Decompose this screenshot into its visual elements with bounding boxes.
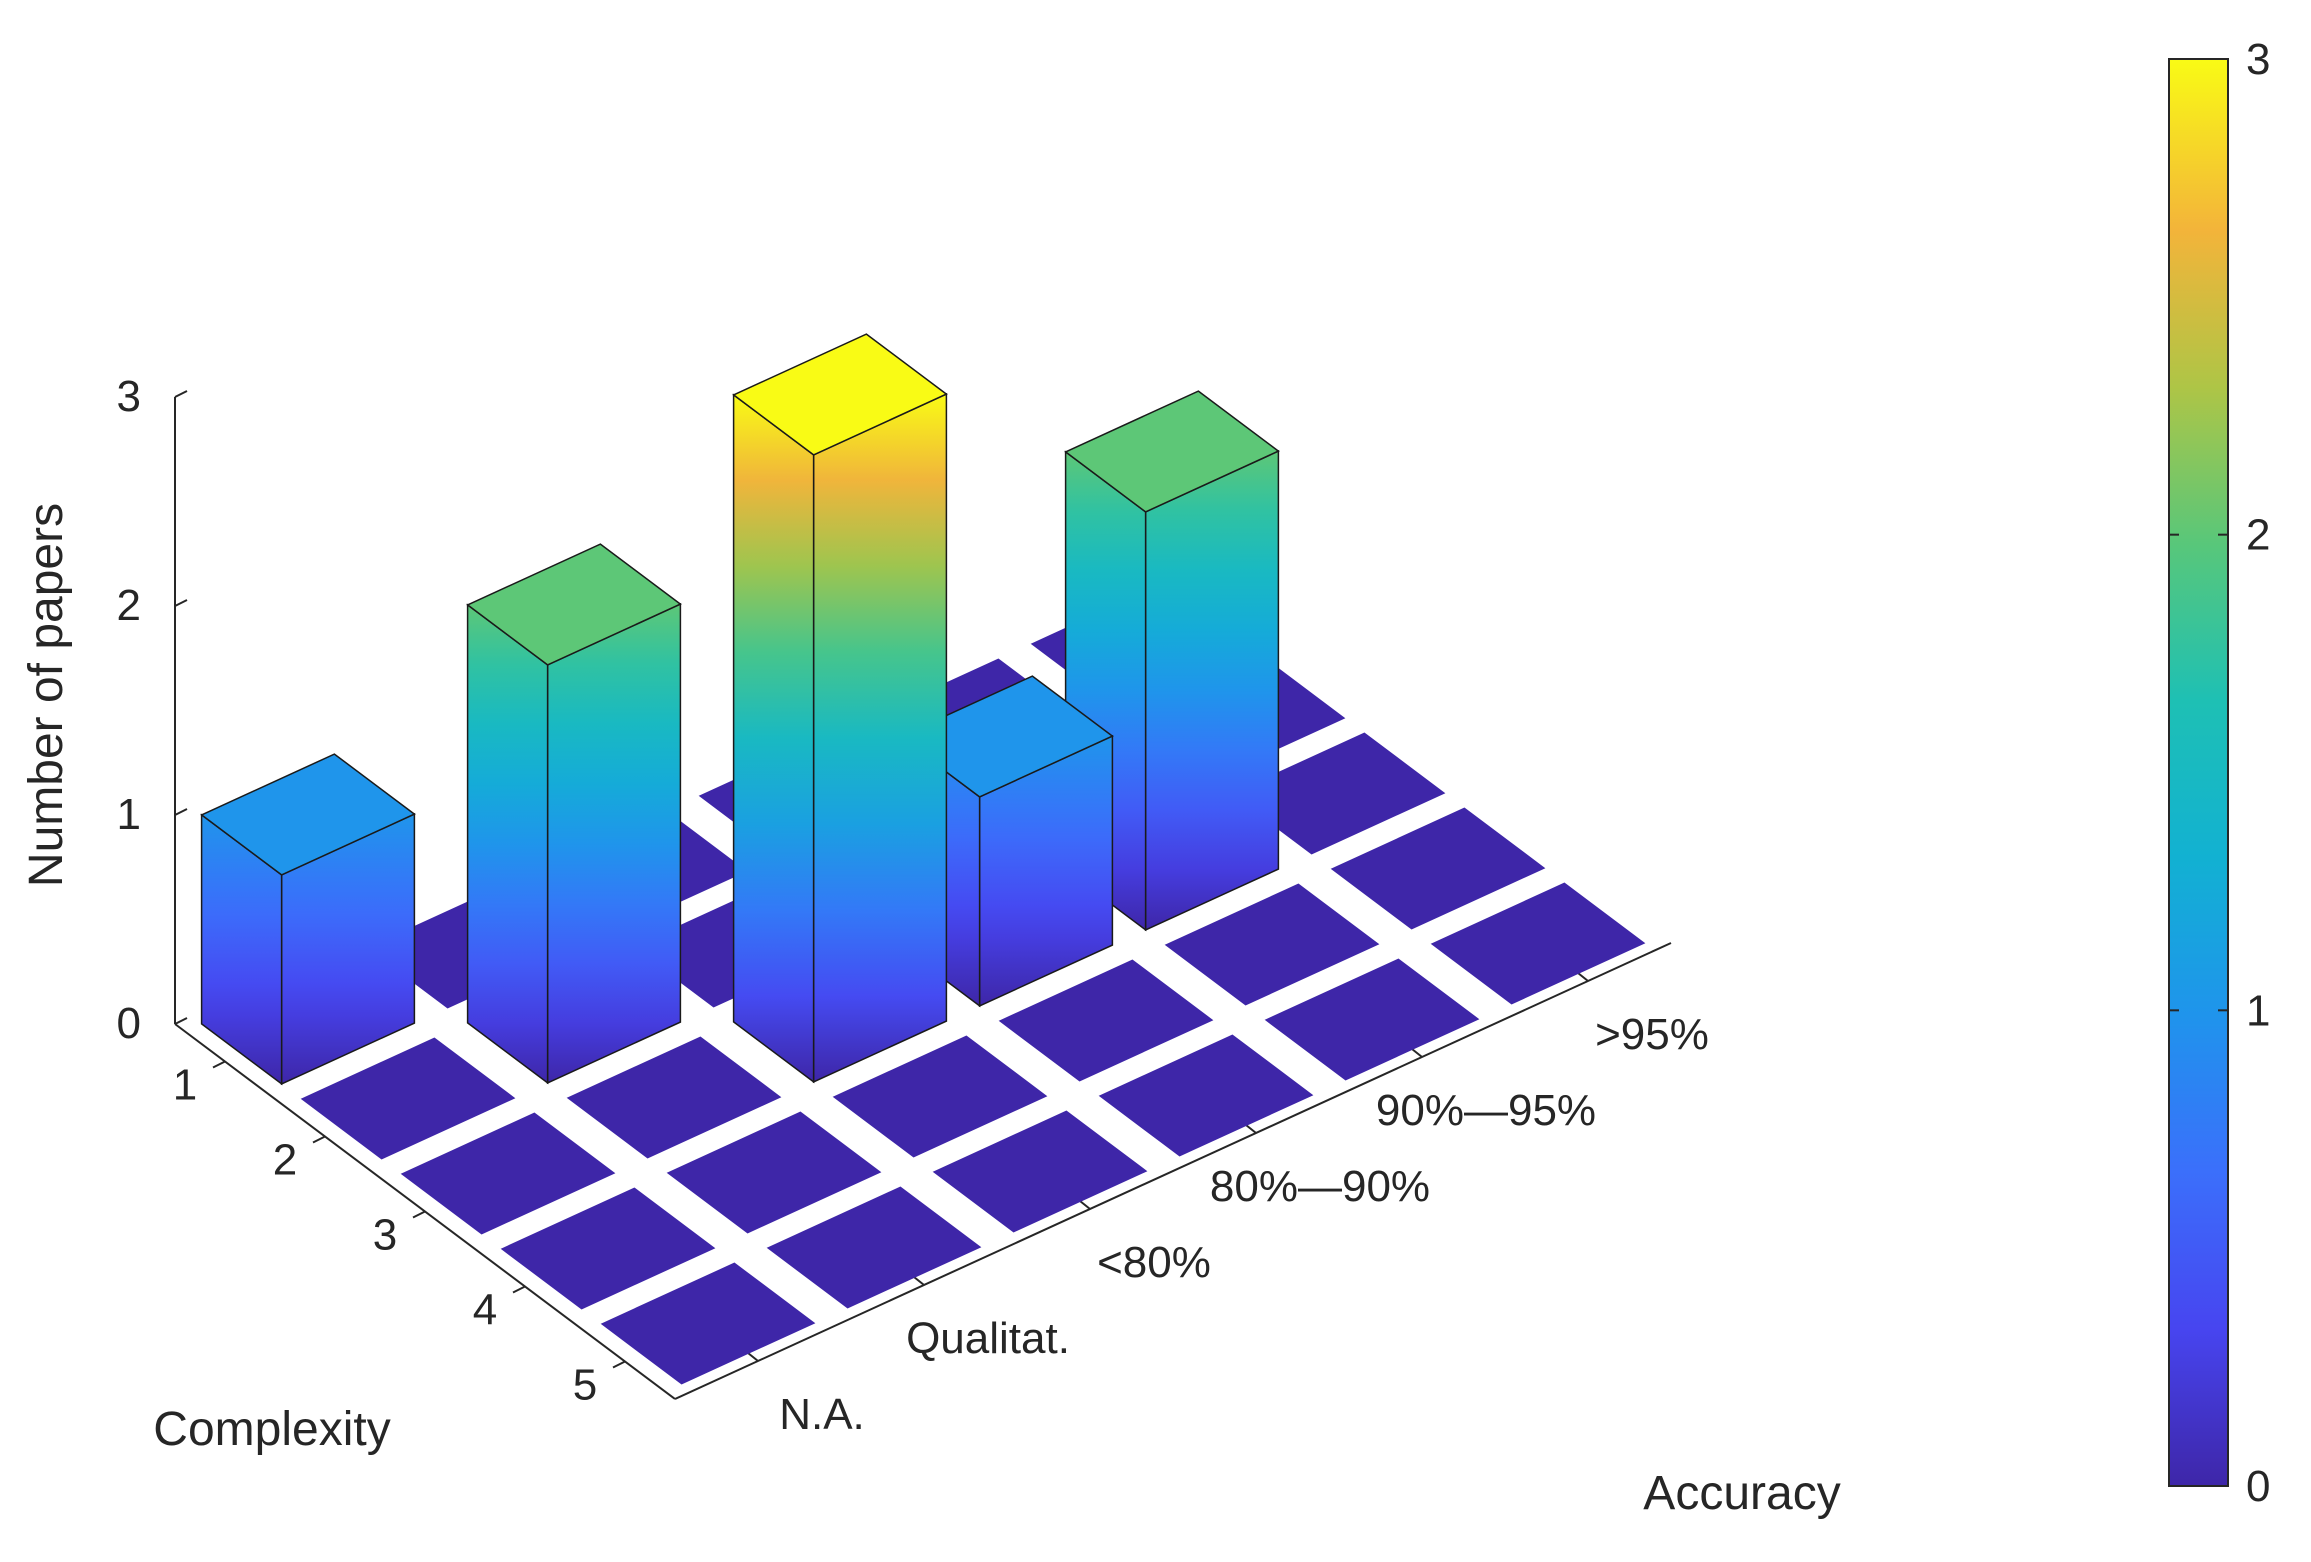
y-tick-label: 5 bbox=[573, 1361, 597, 1410]
x-tick bbox=[1411, 1048, 1423, 1058]
bar-top-face bbox=[466, 543, 682, 666]
floor-tile bbox=[998, 959, 1214, 1082]
bar-top-face bbox=[200, 753, 416, 876]
colorbar-tick-label: 0 bbox=[2246, 1462, 2270, 1511]
bar bbox=[466, 543, 682, 1085]
x-tick-label: Qualitat. bbox=[906, 1314, 1070, 1363]
y-tick-label: 1 bbox=[173, 1061, 197, 1110]
floor-tile bbox=[832, 1035, 1048, 1158]
z-tick bbox=[174, 599, 188, 607]
x-axis-line bbox=[674, 942, 1672, 1400]
floor-tile bbox=[666, 1111, 882, 1234]
bar-top-face bbox=[732, 333, 948, 456]
z-tick bbox=[174, 390, 188, 398]
x-tick-label: 90%—95% bbox=[1376, 1086, 1596, 1135]
bar bbox=[732, 333, 948, 1084]
x-axis-title: Accuracy bbox=[1643, 1467, 1840, 1520]
z-tick-label: 1 bbox=[117, 790, 141, 839]
y-tick-label: 4 bbox=[473, 1286, 497, 1335]
x-tick-label: >95% bbox=[1595, 1010, 1709, 1059]
floor-tile bbox=[566, 1036, 782, 1159]
bars bbox=[200, 333, 1280, 1086]
floor-tile bbox=[932, 1110, 1148, 1233]
z-axis-title: Number of papers bbox=[20, 503, 73, 887]
x-tick bbox=[747, 1352, 759, 1362]
bar-front-face bbox=[1144, 449, 1280, 932]
bar-top-face bbox=[898, 675, 1114, 798]
floor-tile bbox=[600, 1262, 816, 1385]
x-tick-label: 80%—90% bbox=[1210, 1162, 1430, 1211]
z-tick bbox=[174, 1017, 188, 1025]
colorbar: 0 1 2 3 bbox=[2168, 35, 2270, 1511]
floor-tile bbox=[300, 1037, 516, 1160]
bar-front-face bbox=[812, 392, 948, 1084]
floor-tile bbox=[1164, 883, 1380, 1006]
colorbar-tick-label: 1 bbox=[2246, 986, 2270, 1035]
axis-labels: 012312345N.A.Qualitat.<80%80%—90%90%—95%… bbox=[117, 372, 1709, 1439]
floor-tile bbox=[1098, 1034, 1314, 1157]
colorbar-tick-label: 2 bbox=[2246, 511, 2270, 560]
x-tick bbox=[1245, 1124, 1257, 1134]
y-tick bbox=[612, 1360, 626, 1369]
x-tick bbox=[1577, 972, 1589, 982]
floor-tile bbox=[1230, 732, 1446, 855]
x-tick-label: N.A. bbox=[779, 1390, 865, 1439]
y-axis-title: Complexity bbox=[153, 1403, 390, 1456]
floor-tile bbox=[500, 1187, 716, 1310]
bar-front-face bbox=[546, 602, 682, 1085]
x-tick bbox=[913, 1276, 925, 1286]
z-tick-label: 0 bbox=[117, 999, 141, 1048]
floor-tile bbox=[1330, 807, 1546, 930]
x-tick bbox=[1079, 1200, 1091, 1210]
y-tick bbox=[412, 1210, 426, 1219]
axes-lines bbox=[174, 390, 1672, 1400]
floor-tile bbox=[1430, 882, 1646, 1005]
colorbar-gradient bbox=[2168, 58, 2229, 1487]
z-tick-label: 3 bbox=[117, 372, 141, 421]
z-tick bbox=[174, 808, 188, 816]
y-tick-label: 2 bbox=[273, 1136, 297, 1185]
y-tick-label: 3 bbox=[373, 1211, 397, 1260]
bar bbox=[1064, 390, 1280, 932]
y-tick bbox=[212, 1060, 226, 1069]
floor-tile bbox=[766, 1186, 982, 1309]
bar bbox=[200, 753, 416, 1086]
floor-tile bbox=[1264, 958, 1480, 1081]
y-tick bbox=[512, 1285, 526, 1294]
colorbar-tick-label: 3 bbox=[2246, 35, 2270, 84]
floor-tile bbox=[400, 1112, 616, 1235]
z-tick-label: 2 bbox=[117, 581, 141, 630]
bar-side-face bbox=[466, 603, 549, 1085]
y-tick bbox=[312, 1135, 326, 1144]
bar-top-face bbox=[1064, 390, 1280, 513]
x-tick-label: <80% bbox=[1097, 1238, 1211, 1287]
bar-side-face bbox=[732, 393, 815, 1084]
